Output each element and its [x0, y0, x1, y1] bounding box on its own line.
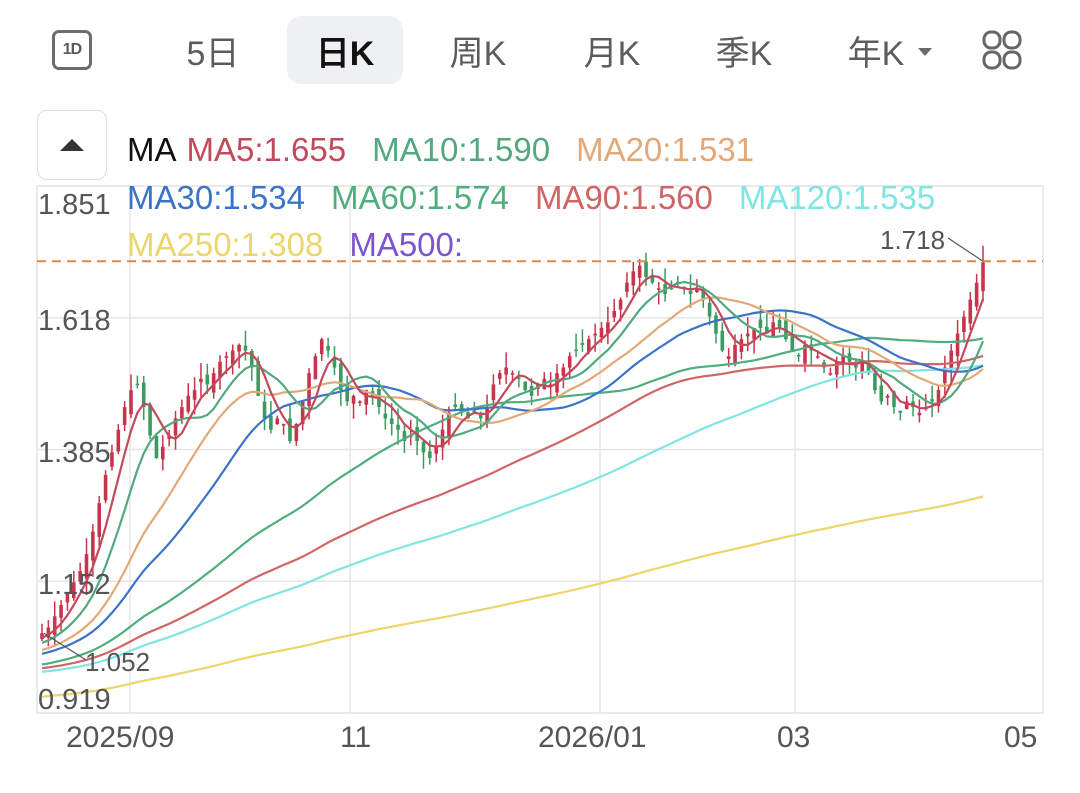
dropdown-caret-icon	[918, 48, 933, 56]
grid-icon[interactable]	[982, 30, 1022, 70]
tab-quarterly-k[interactable]: 季K	[715, 34, 773, 73]
tab-yearly-k-label: 年K	[847, 34, 905, 73]
tab-weekly-k[interactable]: 周K	[449, 34, 507, 73]
x-tick-label: 03	[777, 721, 811, 754]
tab-5day[interactable]: 5日	[186, 34, 240, 73]
triangle-up-icon	[60, 139, 84, 151]
tab-daily-k[interactable]: 日K	[287, 16, 403, 84]
x-tick-label: 2025/09	[66, 721, 175, 754]
y-tick-label: 1.851	[38, 189, 111, 221]
y-tick-label: 1.618	[38, 305, 111, 337]
legend-ma250: MA250:1.308	[127, 226, 324, 263]
x-tick-label: 11	[340, 721, 372, 754]
collapse-legend-button[interactable]	[37, 110, 107, 180]
y-tick-label: 0.919	[38, 684, 111, 716]
min-price-annotation: 1.052	[85, 647, 151, 677]
ma-legend-row-2: MA30:1.534 MA60:1.574 MA90:1.560 MA120:1.53…	[127, 178, 961, 218]
legend-ma90: MA90:1.560	[534, 179, 713, 216]
legend-ma5: MA5:1.655	[186, 131, 347, 168]
legend-ma500: MA500:	[349, 226, 464, 263]
x-tick-label: 2026/01	[538, 721, 647, 754]
tab-monthly-k[interactable]: 月K	[583, 34, 641, 73]
tab-yearly-k[interactable]: 年K	[830, 16, 950, 84]
ma-legend-title: MA	[127, 131, 177, 168]
max-price-annotation: 1.718	[880, 225, 946, 255]
legend-ma20: MA20:1.531	[576, 131, 755, 168]
ma-legend-row-1: MA MA5:1.655 MA10:1.590 MA20:1.531	[127, 130, 780, 170]
ma-legend-row-3: MA250:1.308 MA500:	[127, 225, 489, 265]
x-tick-label: 05	[1004, 721, 1038, 754]
legend-ma120: MA120:1.535	[738, 179, 936, 216]
legend-ma60: MA60:1.574	[330, 179, 509, 216]
y-tick-label: 1.385	[38, 437, 111, 469]
intraday-1d-icon[interactable]: 1D	[52, 30, 92, 70]
y-tick-label: 1.152	[38, 569, 111, 601]
period-tab-bar: 1D 5日 日K 周K 月K 季K 年K	[0, 0, 1080, 100]
legend-ma30: MA30:1.534	[127, 179, 305, 216]
legend-ma10: MA10:1.590	[372, 131, 551, 168]
